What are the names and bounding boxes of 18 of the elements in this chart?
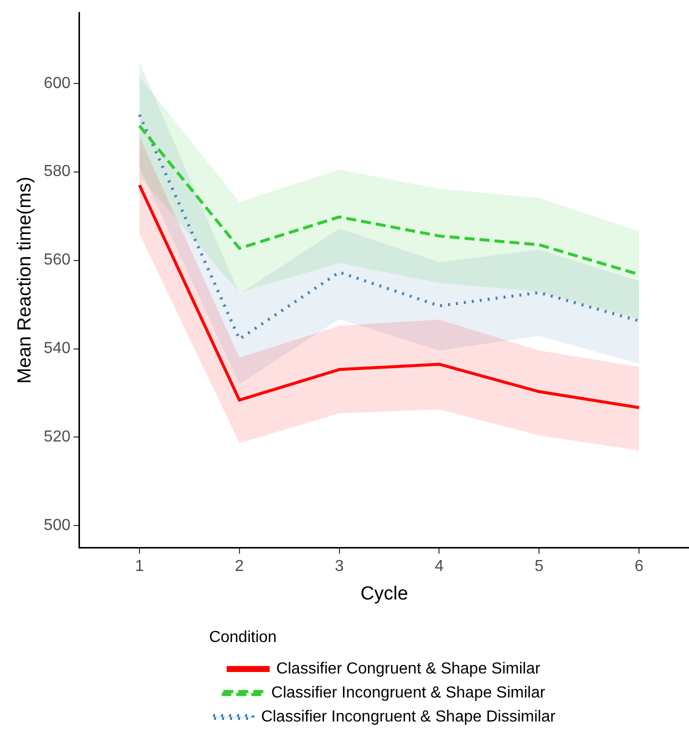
y-tick-label: 500	[44, 517, 71, 534]
y-tick-label: 600	[44, 74, 71, 92]
y-tick-label: 520	[44, 428, 71, 446]
x-tick-label: 1	[134, 558, 144, 575]
y-tick-label: 580	[44, 163, 71, 180]
x-tick-label: 5	[534, 558, 544, 575]
x-tick-label: 2	[234, 558, 244, 575]
x-tick-label: 3	[334, 558, 344, 575]
x-tick-label: 6	[634, 558, 644, 575]
y-axis-title: Mean Reaction time(ms)	[14, 176, 36, 384]
legend-label: Classifier Congruent & Shape Similar	[276, 660, 541, 678]
x-tick-label: 4	[434, 558, 444, 575]
y-tick-label: 560	[44, 252, 71, 269]
legend-title: Condition	[209, 629, 277, 646]
x-axis-title: Cycle	[360, 584, 408, 605]
legend-label: Classifier Incongruent & Shape Dissimilar	[261, 708, 556, 726]
y-tick-label: 540	[44, 340, 71, 358]
legend-label: Classifier Incongruent & Shape Similar	[271, 684, 546, 702]
